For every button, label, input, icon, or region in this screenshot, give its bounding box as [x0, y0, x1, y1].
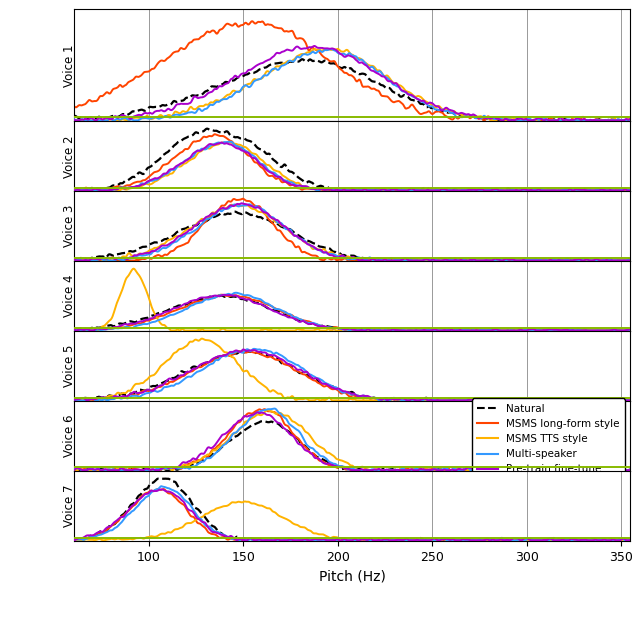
- Y-axis label: Voice 7: Voice 7: [63, 485, 76, 527]
- Y-axis label: Voice 6: Voice 6: [63, 415, 76, 457]
- X-axis label: Pitch (Hz): Pitch (Hz): [319, 569, 385, 583]
- Y-axis label: Voice 3: Voice 3: [63, 205, 76, 248]
- Y-axis label: Voice 1: Voice 1: [63, 44, 76, 86]
- Legend: Natural, MSMS long-form style, MSMS TTS style, Multi-speaker, Pre-train fine-tun: Natural, MSMS long-form style, MSMS TTS …: [472, 399, 625, 495]
- Y-axis label: Voice 2: Voice 2: [63, 135, 76, 177]
- Y-axis label: Voice 5: Voice 5: [63, 345, 76, 388]
- Y-axis label: Voice 4: Voice 4: [63, 275, 76, 317]
